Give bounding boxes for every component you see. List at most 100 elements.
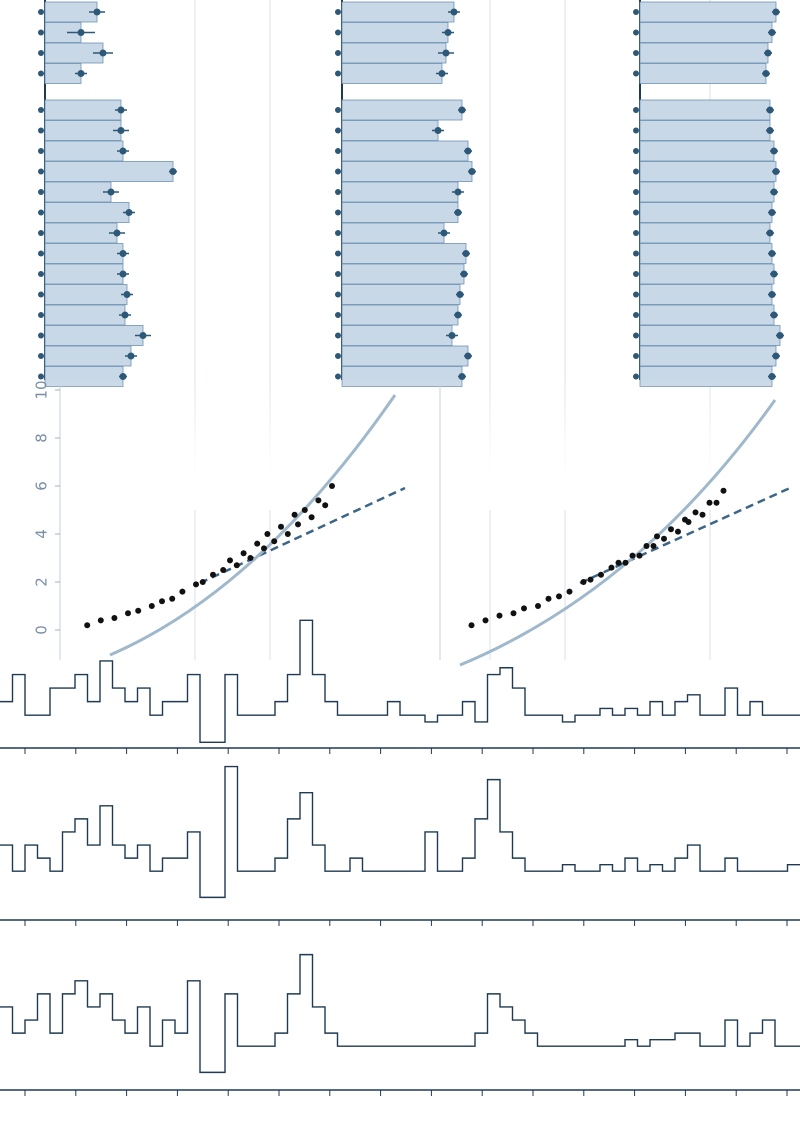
mean-dot bbox=[77, 29, 85, 36]
mean-dot bbox=[99, 49, 107, 57]
scatter-point bbox=[654, 533, 660, 540]
base-dot bbox=[38, 168, 44, 175]
y-tick-label: 10 bbox=[33, 380, 51, 399]
y-tick-label: 0 bbox=[33, 625, 51, 635]
bar bbox=[639, 325, 781, 346]
bar bbox=[341, 140, 469, 162]
mean-dot bbox=[766, 106, 774, 114]
base-dot bbox=[633, 148, 639, 154]
bar bbox=[639, 263, 775, 285]
mean-dot bbox=[776, 332, 784, 339]
mean-dot bbox=[119, 373, 127, 380]
scatter-point bbox=[220, 567, 227, 573]
scatter-point bbox=[545, 595, 552, 602]
scatter-point bbox=[535, 603, 541, 609]
scatter-point bbox=[210, 571, 216, 578]
bar bbox=[44, 120, 122, 141]
base-dot bbox=[38, 189, 44, 195]
mean-dot bbox=[117, 127, 125, 134]
scatter-point bbox=[329, 483, 335, 489]
mean-dot bbox=[772, 168, 780, 175]
bar bbox=[639, 99, 771, 121]
mean-dot bbox=[468, 168, 476, 175]
bar bbox=[44, 99, 122, 121]
base-dot bbox=[633, 230, 639, 236]
scatter-point bbox=[193, 581, 199, 588]
base-dot bbox=[335, 148, 341, 154]
scatter-point bbox=[240, 550, 247, 557]
base-dot bbox=[633, 107, 639, 113]
mean-dot bbox=[768, 291, 776, 298]
base-dot bbox=[335, 107, 341, 113]
mean-dot bbox=[119, 147, 127, 155]
bar bbox=[639, 1, 777, 23]
bar bbox=[341, 120, 439, 141]
bar bbox=[44, 325, 144, 346]
mean-dot bbox=[766, 229, 774, 237]
base-dot bbox=[633, 29, 639, 36]
mean-dot bbox=[462, 250, 470, 257]
mean-dot bbox=[442, 49, 450, 57]
mean-dot bbox=[139, 332, 147, 339]
y-tick-label: 4 bbox=[33, 529, 51, 539]
bar bbox=[639, 202, 773, 223]
mean-dot bbox=[440, 229, 448, 237]
mean-dot bbox=[123, 291, 131, 298]
scatter-point bbox=[661, 535, 667, 542]
base-dot bbox=[633, 250, 639, 257]
y-tick-label: 2 bbox=[33, 577, 51, 587]
bar bbox=[341, 1, 455, 23]
base-dot bbox=[633, 312, 639, 318]
mean-dot bbox=[119, 250, 127, 257]
scatter-point bbox=[566, 588, 573, 595]
bar bbox=[341, 325, 453, 346]
mean-dot bbox=[444, 29, 452, 36]
bar bbox=[44, 140, 124, 162]
scatter-point bbox=[482, 617, 489, 624]
scatter-point bbox=[264, 531, 271, 537]
base-dot bbox=[38, 209, 44, 216]
mean-dot bbox=[766, 127, 774, 134]
fade-overlay bbox=[0, 380, 800, 510]
fit-curve bbox=[109, 394, 397, 657]
mean-dot bbox=[113, 229, 121, 237]
bar bbox=[341, 222, 445, 244]
scatter-point bbox=[97, 617, 104, 624]
base-dot bbox=[633, 353, 639, 359]
bar bbox=[639, 284, 773, 305]
bar bbox=[639, 22, 773, 43]
bar bbox=[44, 284, 128, 305]
bar bbox=[341, 243, 467, 264]
scatter-point bbox=[295, 521, 301, 528]
scatter-point bbox=[247, 555, 254, 561]
bar bbox=[639, 42, 769, 64]
base-dot bbox=[38, 332, 44, 339]
mean-dot bbox=[764, 49, 772, 57]
mean-dot bbox=[458, 373, 466, 380]
base-dot bbox=[38, 271, 44, 277]
bar bbox=[44, 222, 118, 244]
scatter-point bbox=[521, 605, 527, 612]
base-dot bbox=[335, 50, 341, 56]
bar bbox=[44, 243, 124, 264]
mean-dot bbox=[438, 70, 446, 77]
bar-panels bbox=[38, 0, 784, 660]
base-dot bbox=[335, 230, 341, 236]
scatter-point bbox=[261, 545, 267, 552]
mean-dot bbox=[772, 352, 780, 360]
scatter-point bbox=[301, 507, 308, 513]
base-dot bbox=[335, 209, 341, 216]
bar bbox=[44, 202, 130, 223]
scatter-point bbox=[308, 514, 315, 521]
bar bbox=[44, 345, 132, 367]
scatter-point bbox=[629, 552, 636, 559]
scatter-point bbox=[580, 579, 587, 585]
scatter-point bbox=[608, 564, 615, 571]
scatter-point bbox=[135, 607, 142, 614]
mean-dot bbox=[454, 311, 462, 319]
bar bbox=[341, 181, 459, 203]
base-dot bbox=[335, 353, 341, 359]
mean-dot bbox=[456, 291, 464, 298]
base-dot bbox=[38, 127, 44, 134]
